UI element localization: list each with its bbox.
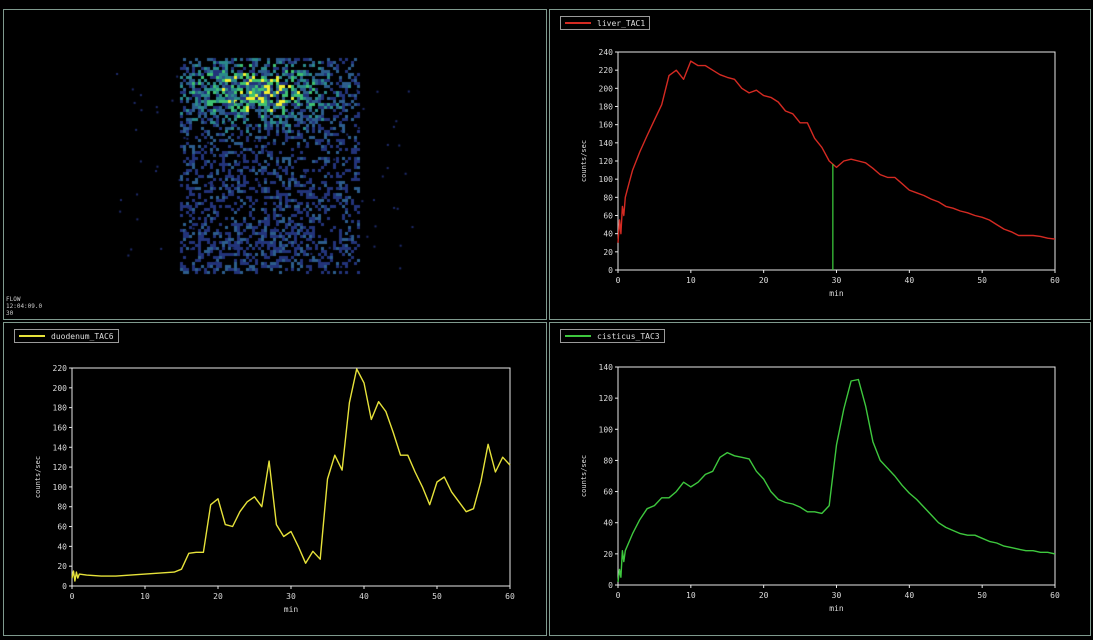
y-tick-label: 120	[599, 157, 614, 166]
x-tick-label: 40	[905, 276, 915, 285]
legend-swatch	[19, 335, 45, 337]
x-tick-label: 60	[1050, 276, 1060, 285]
plot-frame	[617, 366, 1056, 586]
overlay-time: 12:04:09.0	[6, 303, 43, 310]
x-tick-label: 60	[505, 592, 515, 601]
overlay-mode: FLOW	[6, 296, 21, 303]
y-tick-label: 100	[599, 175, 614, 184]
y-tick-label: 120	[599, 394, 614, 403]
y-tick-label: 40	[603, 519, 613, 528]
cisticus-chart-panel[interactable]: cisticus_TAC3 0 20 40 60 80 100 120 140 0 10 20 30 4…	[549, 322, 1091, 636]
x-tick-label: 30	[832, 276, 842, 285]
legend-label: duodenum_TAC6	[51, 331, 114, 341]
y-axis-label: counts/sec	[580, 455, 588, 497]
cisticus-tac-chart: 0 20 40 60 80 100 120 140 0 10 20 30 40 50 60 min counts…	[580, 363, 1060, 613]
y-tick-label: 60	[57, 523, 67, 532]
y-tick-label: 60	[603, 488, 613, 497]
x-axis-label: min	[284, 605, 299, 614]
y-tick-label: 0	[608, 581, 613, 590]
y-tick-label: 180	[53, 404, 68, 413]
y-tick-label: 100	[53, 483, 68, 492]
scintigraphy-image-panel[interactable]: FLOW 12:04:09.0 30	[3, 9, 547, 320]
x-tick-label: 50	[432, 592, 442, 601]
duodenum-tac-chart: 0 20 40 60 80 100 120 140 160 180 200 220 0 10 20 30 40 5…	[34, 364, 515, 614]
x-tick-label: 20	[759, 276, 769, 285]
y-tick-label: 100	[599, 425, 614, 434]
x-tick-label: 40	[905, 591, 915, 600]
x-tick-label: 20	[759, 591, 769, 600]
y-tick-label: 20	[603, 248, 613, 257]
y-tick-label: 220	[599, 66, 614, 75]
x-tick-label: 0	[616, 276, 621, 285]
image-overlay-info: FLOW 12:04:09.0 30	[6, 296, 42, 317]
y-tick-label: 0	[62, 582, 67, 591]
x-tick-label: 50	[977, 276, 987, 285]
y-tick-label: 60	[603, 212, 613, 221]
liver-tac-chart: 0 20 40 60 80 100 120 140 160 180 200 220 240 0 10 20 30…	[580, 48, 1060, 298]
x-tick-label: 20	[213, 592, 223, 601]
y-tick-label: 80	[603, 456, 613, 465]
series-line	[617, 60, 1056, 243]
x-tick-label: 60	[1050, 591, 1060, 600]
y-tick-label: 40	[603, 230, 613, 239]
y-tick-label: 20	[57, 562, 67, 571]
y-tick-label: 200	[599, 84, 614, 93]
y-tick-label: 80	[57, 503, 67, 512]
x-tick-label: 10	[686, 276, 696, 285]
x-axis-label: min	[829, 289, 844, 298]
legend-duodenum[interactable]: duodenum_TAC6	[14, 329, 119, 343]
y-tick-label: 120	[53, 463, 68, 472]
x-tick-label: 30	[832, 591, 842, 600]
y-tick-label: 20	[603, 550, 613, 559]
x-tick-label: 0	[616, 591, 621, 600]
x-tick-label: 40	[359, 592, 369, 601]
y-tick-label: 200	[53, 384, 68, 393]
liver-chart-panel[interactable]: liver_TAC1 0 20 40 60 80 100 120 140 160 180 200 22…	[549, 9, 1091, 320]
legend-swatch	[565, 22, 591, 24]
y-tick-label: 220	[53, 364, 68, 373]
legend-label: liver_TAC1	[597, 18, 646, 28]
duodenum-chart-panel[interactable]: duodenum_TAC6 0 20 40 60 80 100 120 140 160 180 20…	[3, 322, 547, 636]
y-tick-label: 140	[53, 443, 68, 452]
y-axis-label: counts/sec	[34, 456, 42, 498]
y-tick-label: 240	[599, 48, 614, 57]
legend-liver[interactable]: liver_TAC1	[560, 16, 651, 30]
x-tick-label: 30	[286, 592, 296, 601]
y-tick-label: 180	[599, 103, 614, 112]
x-tick-label: 10	[140, 592, 150, 601]
y-tick-label: 140	[599, 363, 614, 372]
scintigraphy-image	[4, 10, 545, 318]
legend-label: cisticus_TAC3	[597, 331, 660, 341]
overlay-frame: 30	[6, 310, 14, 317]
y-tick-label: 0	[608, 266, 613, 275]
y-tick-label: 40	[57, 542, 67, 551]
legend-swatch	[565, 335, 591, 337]
series-line	[71, 368, 511, 582]
x-tick-label: 0	[70, 592, 75, 601]
x-tick-label: 50	[977, 591, 987, 600]
x-tick-label: 10	[686, 591, 696, 600]
y-tick-label: 80	[603, 193, 613, 202]
x-axis-label: min	[829, 604, 844, 613]
y-axis-label: counts/sec	[580, 140, 588, 182]
y-tick-label: 160	[599, 121, 614, 130]
legend-cisticus[interactable]: cisticus_TAC3	[560, 329, 665, 343]
series-line	[617, 378, 1056, 582]
y-tick-label: 140	[599, 139, 614, 148]
y-tick-label: 160	[53, 423, 68, 432]
plot-frame	[617, 51, 1056, 271]
